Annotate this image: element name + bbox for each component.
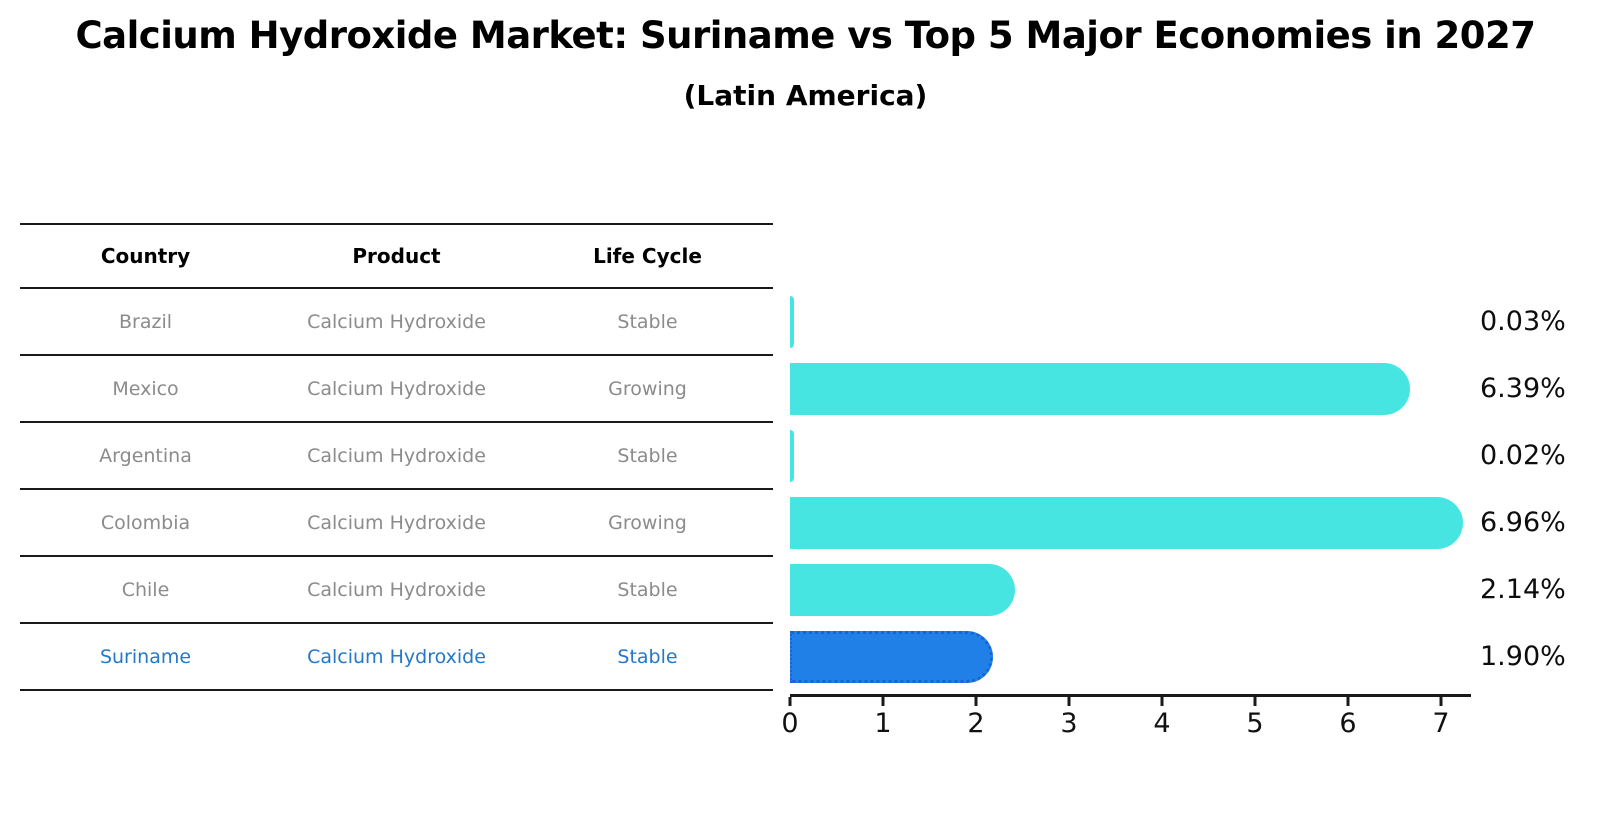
country-cell: Argentina [99,444,192,467]
bar-row-mexico: 6.39% [790,356,1610,423]
x-axis-tick-label: 3 [1060,708,1078,739]
x-axis-tick-mark [1160,697,1164,706]
value-label-mexico: 6.39% [1480,372,1566,404]
product-cell: Calcium Hydroxide [307,511,486,534]
value-label-colombia: 6.96% [1480,506,1566,538]
product-cell: Calcium Hydroxide [307,578,486,601]
chart-subtitle: (Latin America) [683,79,928,112]
life-cycle-cell: Growing [608,377,687,400]
product-cell: Calcium Hydroxide [307,444,486,467]
life-cycle-cell: Stable [617,310,678,333]
life-cycle-cell: Stable [617,645,678,668]
table-row-brazil: Brazil Calcium Hydroxide Stable [20,289,773,356]
bar-row-brazil: 0.03% [790,289,1610,356]
country-table: Country Product Life Cycle Brazil Calciu… [20,223,773,691]
x-axis-tick-mark [1439,697,1443,706]
x-axis-tick-mark [788,697,792,706]
x-axis-tick-label: 6 [1339,708,1357,739]
x-axis-tick-label: 7 [1432,708,1450,739]
x-axis-ticks: 0 1 2 3 4 5 6 7 [781,697,1471,747]
bar-colombia [790,497,1464,549]
country-cell: Mexico [112,377,179,400]
x-axis-tick-label: 1 [874,708,892,739]
x-axis-tick-label: 5 [1246,708,1264,739]
x-axis-line [790,694,1471,697]
x-axis-tick-mark [974,697,978,706]
life-cycle-cell: Stable [617,444,678,467]
bar-suriname-highlighted [790,631,993,683]
country-cell: Brazil [118,310,173,333]
product-cell: Calcium Hydroxide [307,377,486,400]
country-cell: Suriname [99,645,192,668]
column-header-life-cycle: Life Cycle [593,244,702,268]
product-cell: Calcium Hydroxide [307,645,486,668]
bar-row-colombia: 6.96% [790,490,1610,557]
table-row-colombia: Colombia Calcium Hydroxide Growing [20,490,773,557]
column-header-country: Country [100,244,191,268]
bar-argentina [790,430,794,482]
life-cycle-cell: Growing [608,511,687,534]
bar-chile [790,564,1016,616]
life-cycle-cell: Stable [617,578,678,601]
product-cell: Calcium Hydroxide [307,310,486,333]
country-cell: Colombia [100,511,191,534]
value-label-suriname: 1.90% [1480,640,1566,672]
value-label-argentina: 0.02% [1480,439,1566,471]
column-header-product: Product [352,244,441,268]
value-label-brazil: 0.03% [1480,305,1566,337]
bar-brazil [790,296,794,348]
bar-row-chile: 2.14% [790,557,1610,624]
bar-row-suriname: 1.90% [790,624,1610,691]
x-axis-tick-label: 2 [967,708,985,739]
x-axis-tick-mark [1067,697,1071,706]
bar-row-argentina: 0.02% [790,423,1610,490]
x-axis-tick-label: 4 [1153,708,1171,739]
x-axis-tick-label: 0 [781,708,799,739]
table-row-chile: Chile Calcium Hydroxide Stable [20,557,773,624]
value-label-chile: 2.14% [1480,573,1566,605]
bar-mexico [790,363,1411,415]
x-axis-tick-mark [881,697,885,706]
country-cell: Chile [121,578,170,601]
table-header-row: Country Product Life Cycle [20,223,773,289]
table-row-mexico: Mexico Calcium Hydroxide Growing [20,356,773,423]
x-axis-tick-mark [1253,697,1257,706]
table-row-suriname: Suriname Calcium Hydroxide Stable [20,624,773,691]
bar-plot: 0.03% 6.39% 0.02% 6.96% 2.14% 1.90% [790,289,1610,691]
table-row-argentina: Argentina Calcium Hydroxide Stable [20,423,773,490]
chart-title: Calcium Hydroxide Market: Suriname vs To… [75,14,1536,57]
x-axis-tick-mark [1346,697,1350,706]
